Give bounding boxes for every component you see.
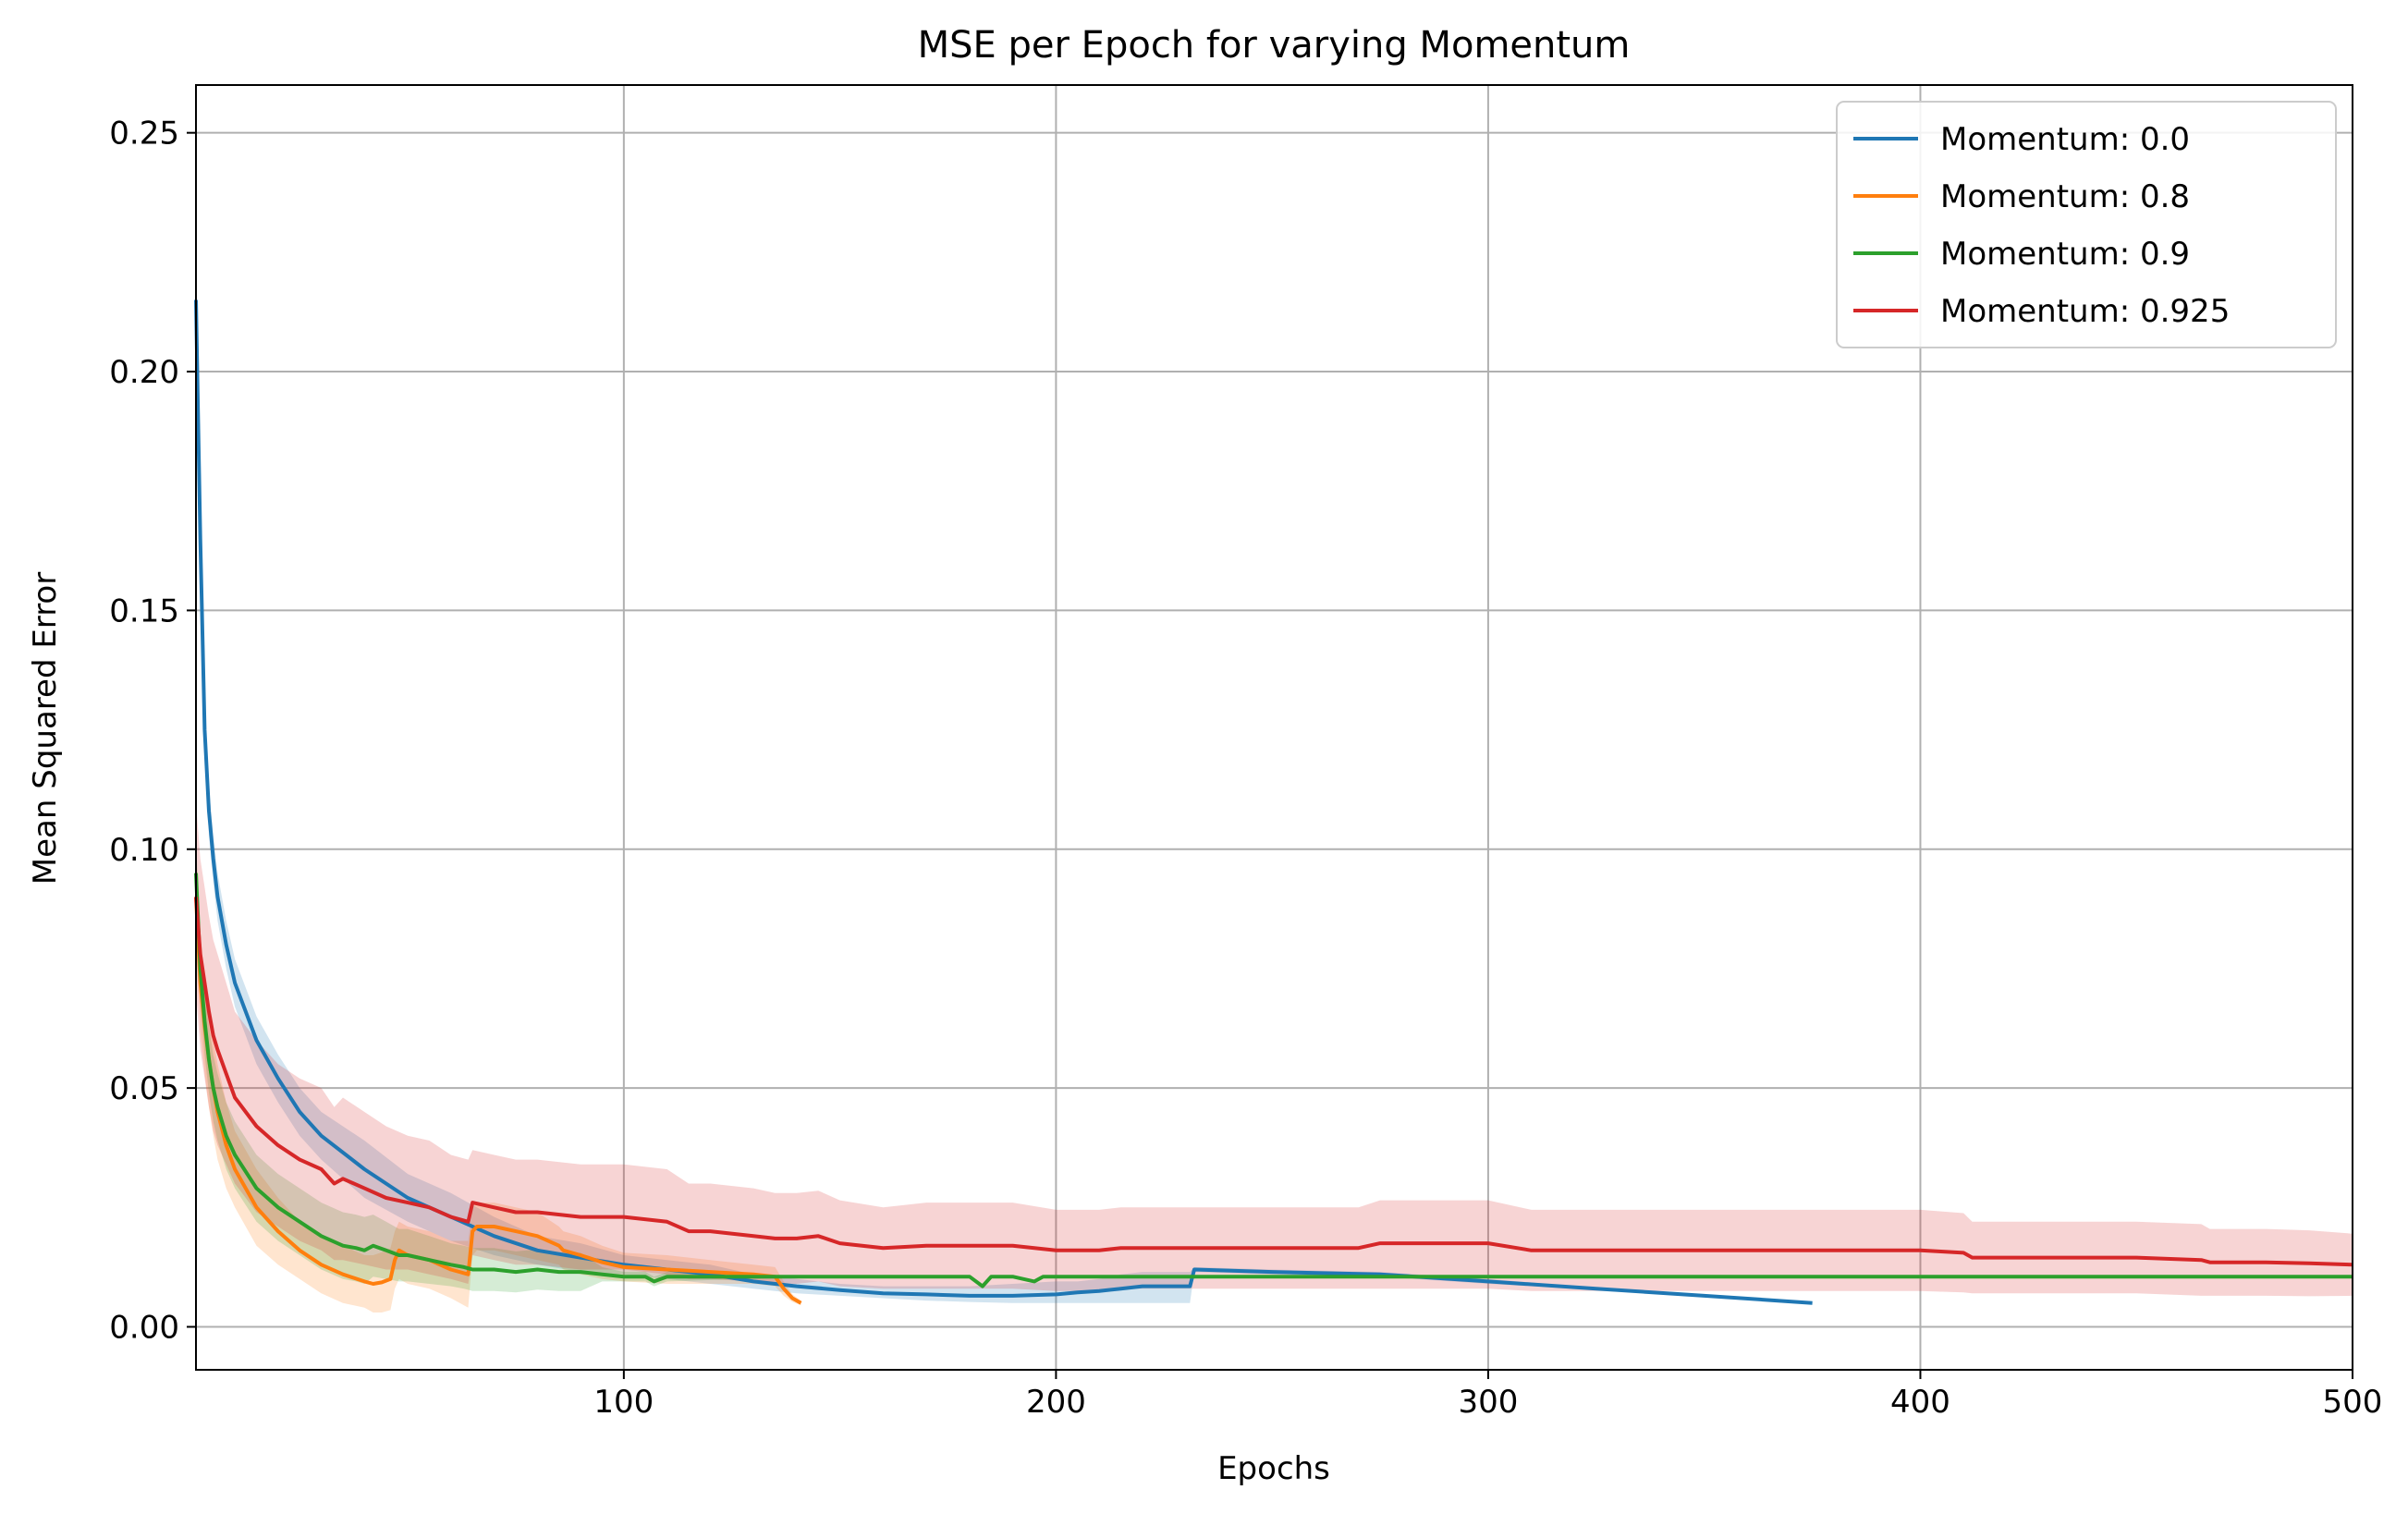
chart-title: MSE per Epoch for varying Momentum [918,24,1631,67]
legend-box [1836,101,2337,348]
series-band-2 [196,839,2353,1293]
legend-label: Momentum: 0.925 [1940,293,2230,330]
legend-label: Momentum: 0.8 [1940,178,2190,215]
x-tick-label: 300 [1458,1384,1518,1421]
legend-label: Momentum: 0.0 [1940,121,2190,158]
legend: Momentum: 0.0 Momentum: 0.8 Momentum: 0.9 M… [1836,101,2337,348]
y-tick-label: 0.05 [109,1070,179,1107]
series-band-1 [196,849,801,1313]
y-tick-label: 0.25 [109,116,179,153]
legend-label: Momentum: 0.9 [1940,236,2190,273]
axis-ticks: 100 200 300 400 500 0.00 0.05 0.10 0.15 0.20 0.25 [109,116,2382,1421]
plot-frame [195,84,2353,1371]
series-line-2 [194,873,2353,1288]
x-axis-label: Epochs [1217,1450,1330,1487]
y-axis-label: Mean Squared Error [27,572,64,885]
series-band-3 [196,801,2353,1297]
y-tick-label: 0.15 [109,592,179,629]
y-tick-label: 0.00 [109,1309,179,1346]
x-tick-label: 400 [1890,1384,1950,1421]
x-tick-label: 500 [2323,1384,2383,1421]
x-tick-label: 200 [1026,1384,1086,1421]
series-lines [194,299,2353,1305]
x-tick-label: 100 [593,1384,654,1421]
y-tick-label: 0.20 [109,354,179,391]
y-tick-label: 0.10 [109,832,179,869]
confidence-bands [196,275,2353,1313]
series-line-3 [194,897,2353,1267]
